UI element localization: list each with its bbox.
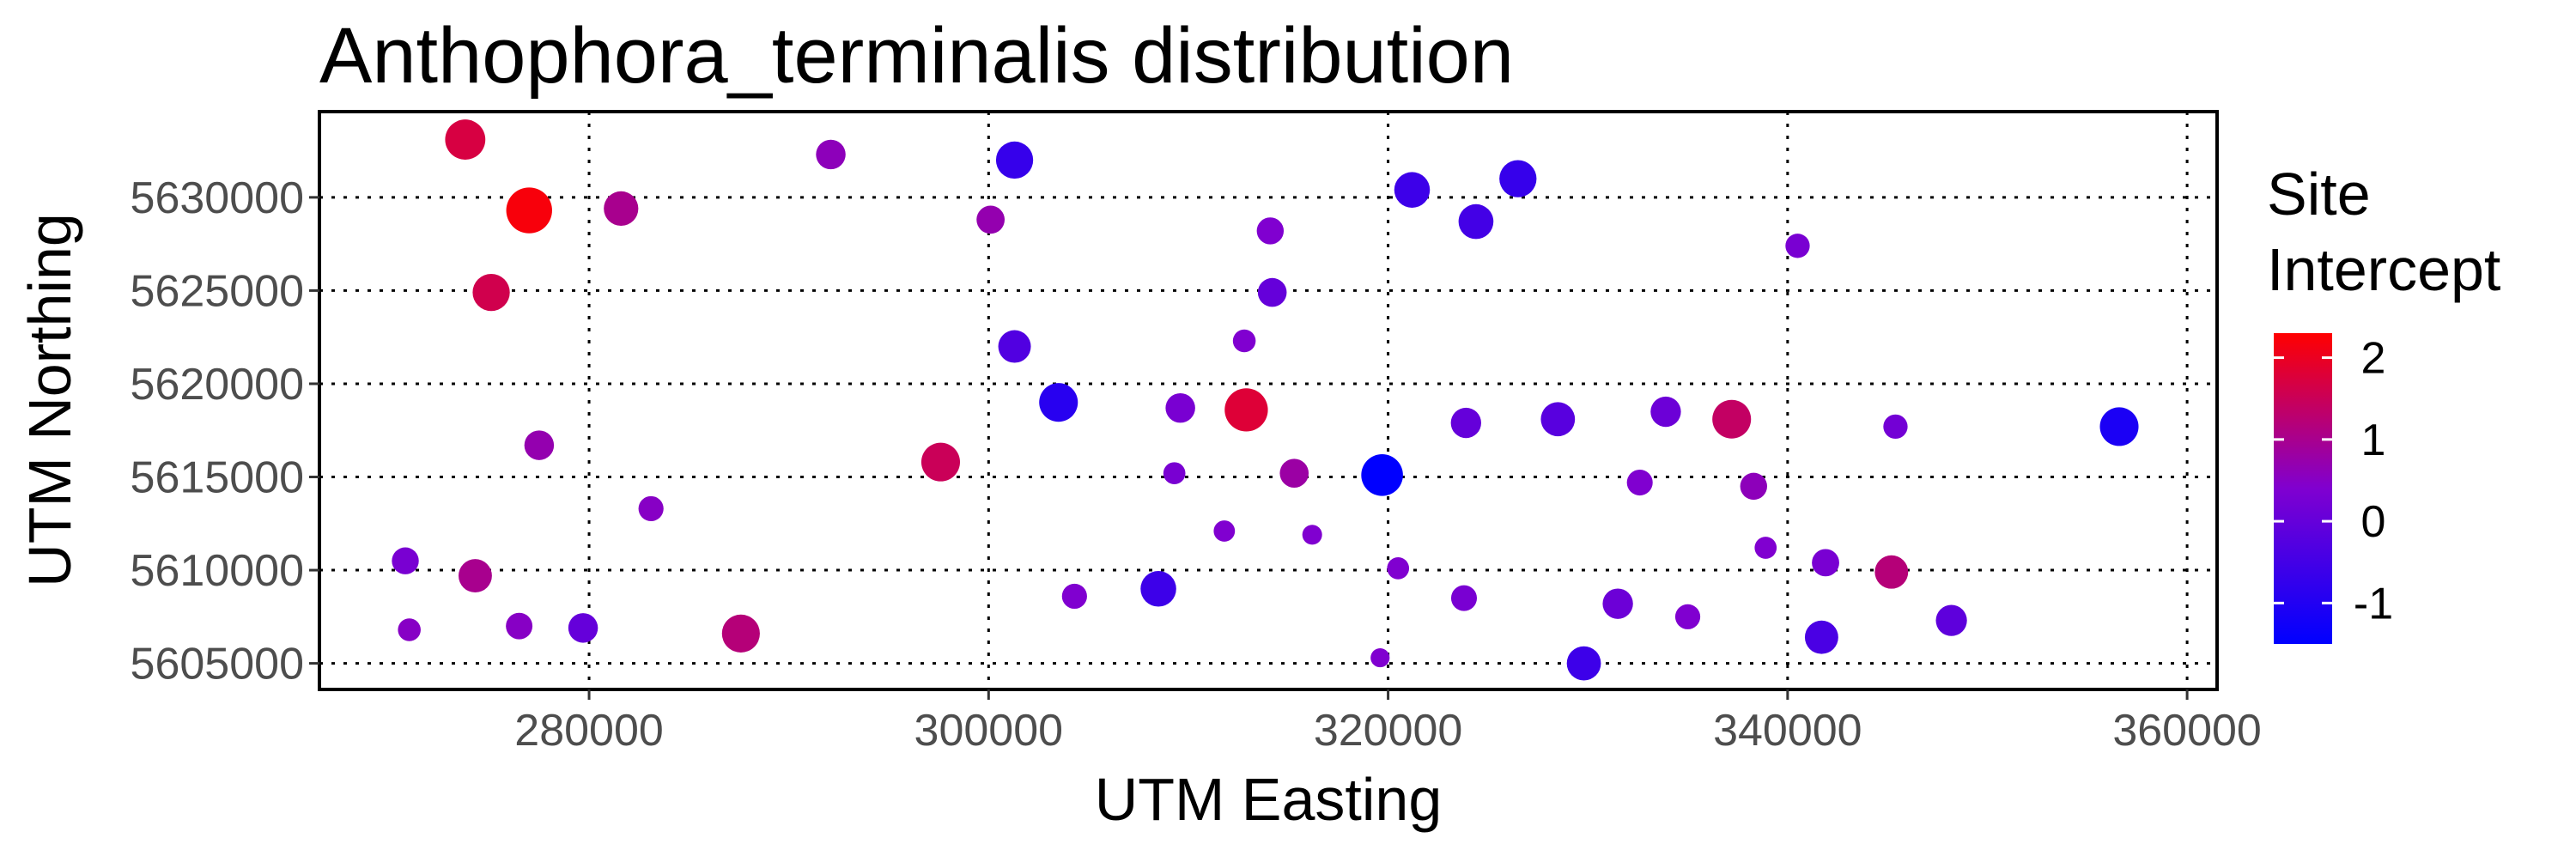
y-axis-title: UTM Northing [16,213,83,587]
data-point [1279,458,1309,488]
data-point [998,330,1031,363]
legend-tick-label: -1 [2354,579,2393,628]
data-point [1540,402,1576,437]
data-points [392,119,2139,681]
data-point [1499,160,1537,197]
data-point [1450,407,1481,439]
data-point [1883,414,1908,440]
data-point [2099,407,2139,446]
data-point [1224,388,1268,432]
data-point [1785,234,1810,258]
x-axis-title: UTM Easting [1095,766,1443,833]
data-point [506,612,533,640]
y-tick-label: 5605000 [131,640,304,689]
grid-lines [319,112,2217,689]
legend-colorbar [2274,333,2332,644]
data-point [920,442,961,482]
y-tick-label: 5610000 [131,546,304,596]
y-tick-label: 5630000 [131,173,304,223]
data-point [1674,604,1701,629]
data-point [816,139,846,170]
data-point [604,191,639,226]
y-tick-label: 5620000 [131,360,304,410]
data-point [1874,555,1909,589]
legend-tick-label: 2 [2361,334,2386,384]
data-point [1804,620,1838,654]
data-point [1140,571,1176,607]
data-point [1812,549,1839,577]
data-point [398,618,421,641]
data-point [1712,399,1752,439]
y-axis: 5605000 5610000 5615000 5620000 5625000 56300… [131,173,319,689]
data-point [392,547,419,574]
legend-title-line-2: Intercept [2267,236,2500,303]
chart-title: Anthophora_terminalis distribution [319,12,1514,100]
data-point [1163,462,1186,485]
data-point [1602,588,1633,619]
y-tick-label: 5625000 [131,266,304,316]
data-point [459,559,492,593]
data-point [1361,454,1403,496]
data-point [976,205,1005,234]
data-point [1566,646,1601,681]
x-tick-label: 360000 [2112,706,2262,756]
data-point [506,187,552,234]
legend-ticks: 2 1 0 -1 [2274,334,2393,628]
data-point [721,614,760,653]
data-point [1039,383,1078,422]
x-tick-label: 300000 [914,706,1064,756]
data-point [1061,583,1087,610]
data-point [995,141,1034,179]
legend-tick-label: 0 [2361,497,2386,547]
data-point [1232,329,1256,353]
x-tick-label: 280000 [514,706,664,756]
plot-panel [318,110,2219,691]
legend-tick-label: 1 [2361,416,2386,465]
data-point [1257,277,1287,307]
data-point [1458,203,1494,240]
data-point [1935,604,1967,636]
legend: Site Intercept 2 1 0 -1 [2267,161,2500,644]
data-point [1740,472,1767,501]
x-tick-label: 340000 [1713,706,1862,756]
x-tick-label: 320000 [1314,706,1463,756]
data-point [472,273,510,312]
x-axis: 280000 300000 320000 340000 360000 [514,689,2262,756]
data-point [568,613,598,643]
data-point [1650,396,1681,428]
data-point [1165,392,1195,423]
data-point [1626,469,1653,496]
data-point [638,495,664,522]
data-point [1754,537,1777,559]
data-point [1256,217,1285,245]
data-point [1394,172,1431,208]
data-point [1302,525,1322,545]
data-point [1450,585,1478,611]
data-point [1370,648,1390,668]
data-point [1213,520,1236,542]
legend-title-line-1: Site [2267,161,2371,228]
data-point [524,430,555,460]
data-point [445,119,486,160]
y-tick-label: 5615000 [131,453,304,503]
data-point [1387,557,1410,580]
